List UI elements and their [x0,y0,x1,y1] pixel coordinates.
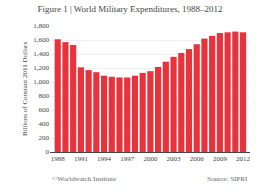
svg-text:2003: 2003 [167,155,182,163]
svg-text:1,800: 1,800 [33,22,49,30]
svg-text:Billions of Constant 2011 Doll: Billions of Constant 2011 Dollars [21,42,29,137]
svg-text:1,000: 1,000 [33,78,49,86]
svg-text:2012: 2012 [236,155,251,163]
svg-text:1,200: 1,200 [33,64,49,72]
svg-text:1997: 1997 [120,155,135,163]
svg-text:1988: 1988 [51,155,66,163]
svg-text:400: 400 [39,120,50,128]
svg-text:2006: 2006 [190,155,205,163]
svg-text:1,400: 1,400 [33,50,49,58]
svg-text:2009: 2009 [213,155,228,163]
svg-text:1991: 1991 [74,155,89,163]
svg-text:0: 0 [46,148,50,156]
svg-text:Figure 1 | World Military Expe: Figure 1 | World Military Expenditures, … [37,4,222,14]
svg-text:600: 600 [39,106,50,114]
svg-text:©Worldwatch Institute: ©Worldwatch Institute [52,175,116,183]
svg-text:2000: 2000 [143,155,158,163]
svg-text:1994: 1994 [97,155,112,163]
svg-text:800: 800 [39,92,50,100]
svg-text:1,600: 1,600 [33,36,49,44]
svg-text:200: 200 [39,134,50,142]
svg-text:Source: SIPRI: Source: SIPRI [207,175,248,183]
